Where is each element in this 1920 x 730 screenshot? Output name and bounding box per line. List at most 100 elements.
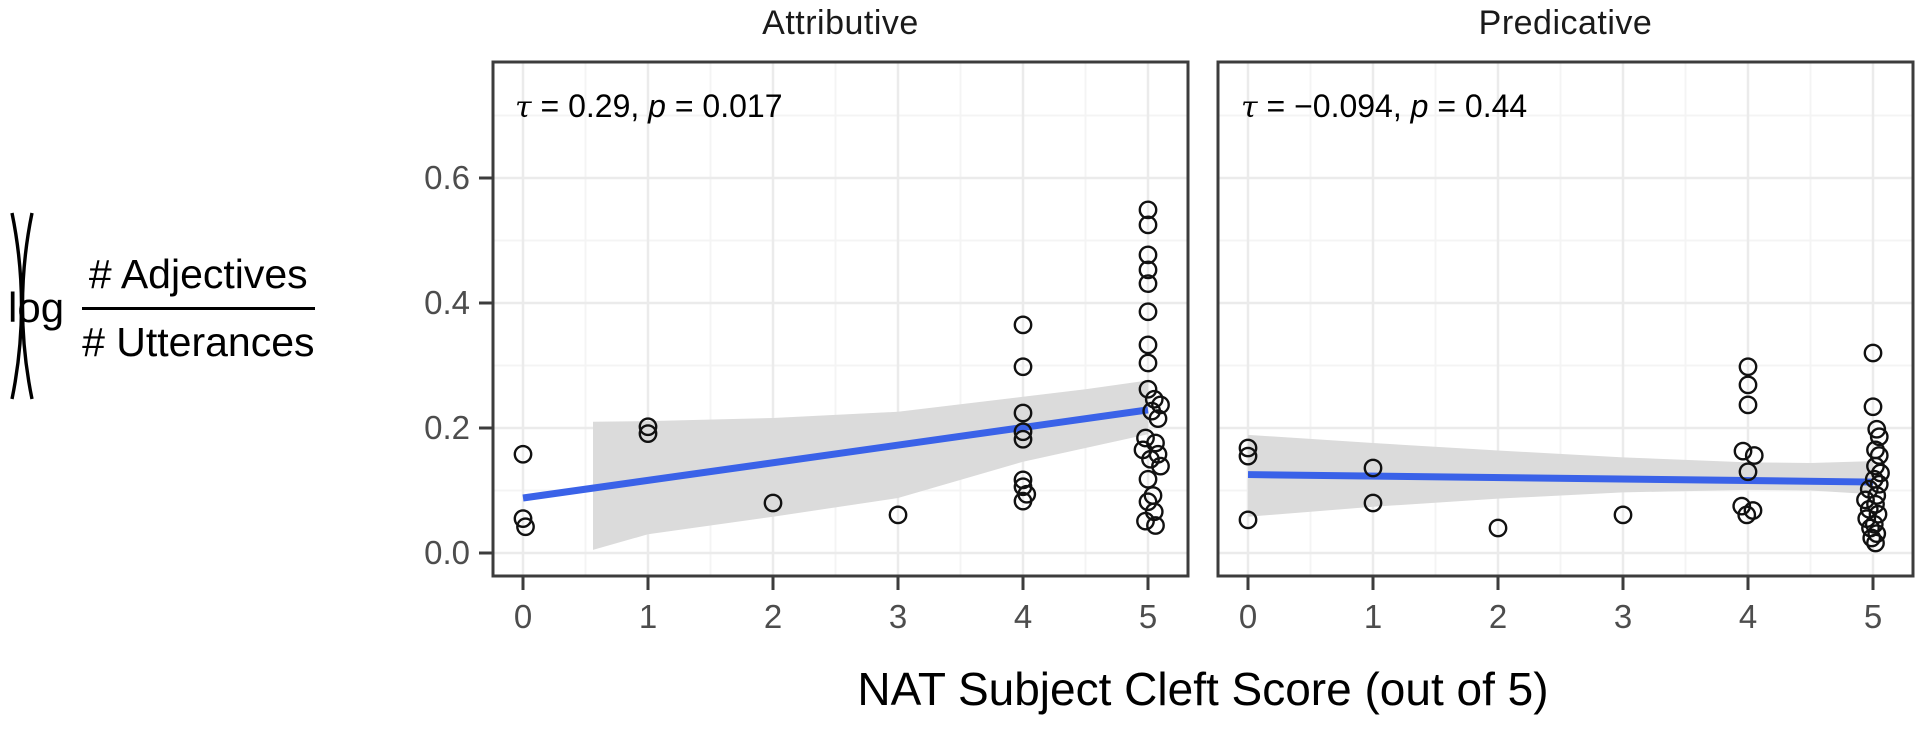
data-point — [1363, 493, 1383, 513]
fraction-denominator: # Utterances — [82, 318, 315, 365]
x-tick-label: 1 — [639, 598, 657, 635]
data-point — [1744, 446, 1764, 465]
y-tick-label: 0.6 — [424, 159, 470, 196]
data-point — [1863, 343, 1883, 363]
data-point — [1238, 510, 1258, 530]
x-tick-label: 0 — [1239, 598, 1257, 635]
x-tick-label: 5 — [1864, 598, 1882, 635]
data-point — [1013, 315, 1033, 335]
y-axis-label: log # Adjectives # Utterances — [8, 208, 325, 408]
trend-line — [522, 406, 1149, 502]
data-point — [1363, 458, 1383, 478]
y-tick-label: 0.4 — [424, 284, 470, 321]
data-point — [1862, 528, 1882, 548]
x-tick-label: 4 — [1739, 598, 1757, 635]
data-point — [513, 509, 533, 529]
data-point — [1146, 516, 1165, 535]
x-tick-label: 3 — [1614, 598, 1632, 635]
p-value: = 0.017 — [665, 88, 783, 124]
facet-title-attributive: Attributive — [762, 4, 919, 42]
tau-symbol: τ — [515, 90, 532, 125]
data-point — [1488, 518, 1508, 538]
data-point — [1138, 260, 1158, 280]
x-tick-label: 3 — [889, 598, 907, 635]
data-point — [1013, 429, 1033, 449]
data-point — [763, 493, 783, 513]
data-point — [1013, 422, 1033, 442]
p-symbol: p — [648, 88, 666, 124]
x-tick-label: 2 — [764, 598, 782, 635]
data-point — [1151, 456, 1170, 476]
tau-value: = 0.29, — [531, 88, 649, 124]
data-point — [1866, 533, 1885, 553]
fraction: # Adjectives # Utterances — [72, 251, 324, 366]
data-point — [638, 424, 658, 444]
data-point — [513, 444, 533, 464]
data-point — [1138, 492, 1158, 512]
data-point — [1138, 200, 1158, 220]
y-tick-label: 0.2 — [424, 409, 470, 446]
data-point — [638, 417, 658, 437]
x-tick-label: 4 — [1014, 598, 1032, 635]
data-point — [1869, 474, 1889, 494]
x-axis-title: NAT Subject Cleft Score (out of 5) — [857, 663, 1549, 715]
right-paren — [10, 212, 24, 400]
correlation-annotation-predicative: τ = −0.094, p = 0.44 — [1241, 86, 1527, 128]
tau-symbol: τ — [1241, 90, 1258, 125]
data-point — [1013, 491, 1033, 511]
fraction-bar — [82, 306, 315, 310]
data-point — [1733, 441, 1753, 461]
data-point — [1871, 463, 1890, 483]
data-point — [516, 517, 535, 537]
data-point — [1867, 419, 1887, 439]
data-point — [1144, 389, 1164, 409]
data-point — [1148, 409, 1168, 429]
data-point — [1738, 395, 1758, 415]
fraction-numerator: # Adjectives — [88, 250, 308, 297]
data-point — [1856, 490, 1875, 510]
data-point — [1738, 462, 1758, 482]
data-point — [1138, 335, 1158, 355]
facet-panel-predicative: 0 1 2 3 4 5 — [1216, 60, 1915, 635]
correlation-annotation-attributive: τ = 0.29, p = 0.017 — [515, 86, 782, 128]
tau-value: = −0.094, — [1257, 88, 1411, 124]
data-point — [1138, 245, 1158, 265]
confidence-band — [593, 380, 1148, 550]
data-point — [1138, 469, 1158, 489]
data-point — [1738, 375, 1758, 395]
x-tick-label: 1 — [1364, 598, 1382, 635]
data-point — [1138, 215, 1158, 235]
x-tick-label: 0 — [514, 598, 532, 635]
data-point — [1013, 403, 1033, 423]
data-point — [1737, 505, 1757, 525]
data-point — [1863, 397, 1883, 417]
x-tick-label: 5 — [1139, 598, 1157, 635]
panel-border — [1216, 60, 1915, 578]
facet-panel-attributive: 0 1 2 3 4 5 — [491, 60, 1190, 635]
data-point — [1146, 433, 1165, 453]
data-point — [1613, 505, 1633, 525]
data-point — [1738, 357, 1758, 377]
data-point — [1136, 428, 1155, 448]
data-point — [1138, 379, 1158, 399]
y-tick-label: 0.0 — [424, 534, 470, 571]
p-symbol: p — [1410, 88, 1429, 124]
data-point — [1136, 511, 1155, 531]
facet-title-predicative: Predicative — [1478, 4, 1653, 42]
log-prefix: log — [8, 284, 65, 331]
data-point — [1238, 446, 1258, 466]
x-tick-label: 2 — [1489, 598, 1507, 635]
trend-line — [1247, 471, 1874, 486]
data-point — [1238, 438, 1258, 458]
p-value: = 0.44 — [1428, 88, 1528, 124]
data-point — [888, 505, 908, 525]
data-point — [1869, 427, 1889, 447]
data-point — [1864, 514, 1884, 534]
data-point — [1013, 357, 1033, 377]
panel-border — [491, 60, 1190, 578]
data-point — [1867, 524, 1887, 544]
data-point — [1138, 274, 1158, 294]
data-point — [1138, 302, 1158, 322]
